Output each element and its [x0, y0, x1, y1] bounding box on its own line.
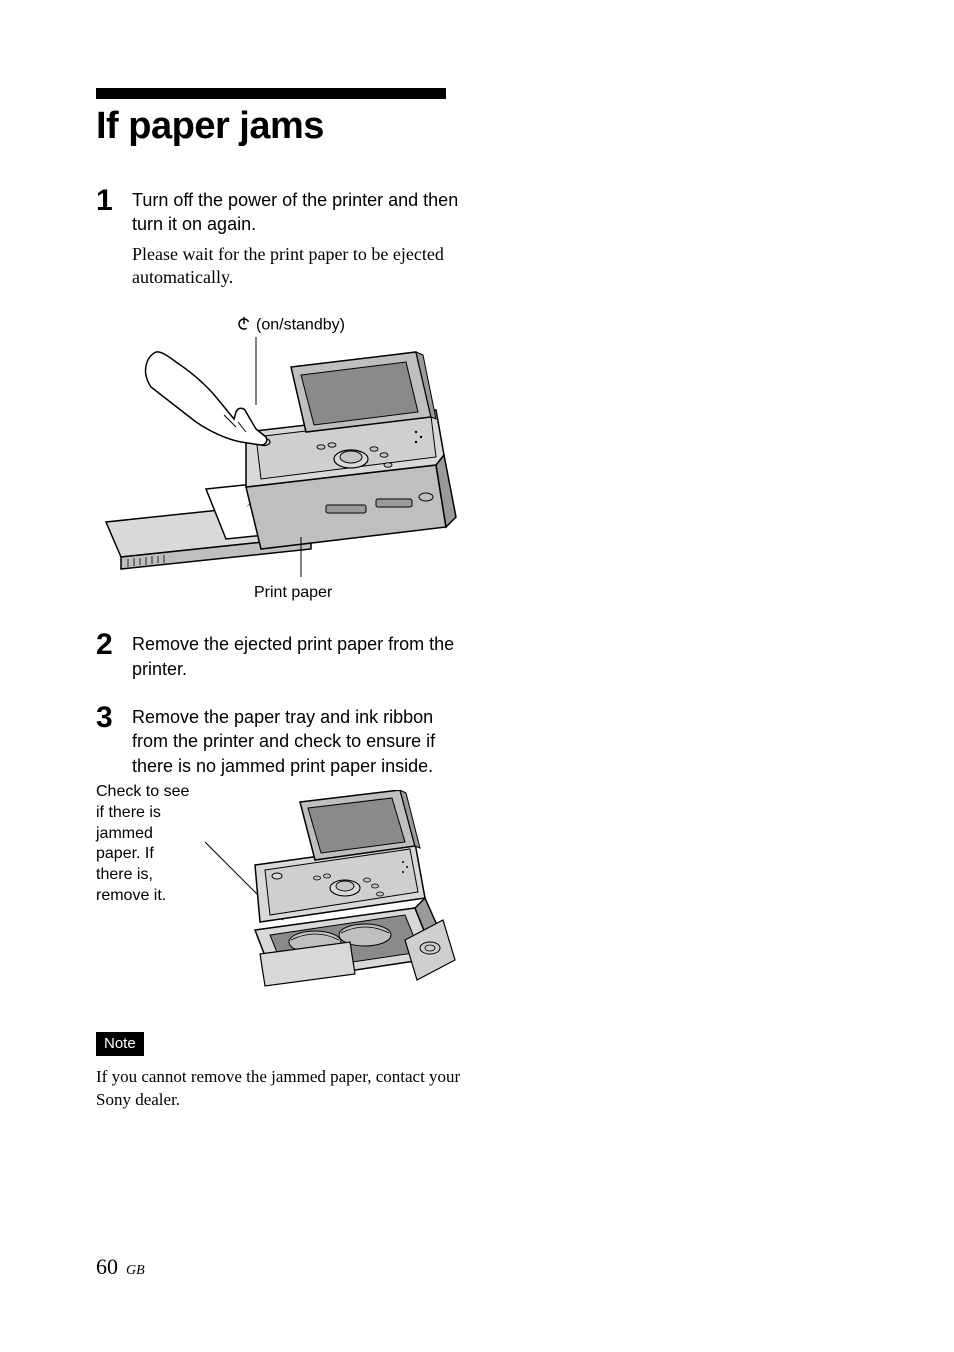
figure-1: (on/standby): [96, 307, 466, 602]
step-main-text: Remove the ejected print paper from the …: [132, 632, 466, 681]
page-title: If paper jams: [96, 105, 858, 148]
step-2: 2 Remove the ejected print paper from th…: [96, 632, 466, 687]
step-number: 2: [96, 630, 132, 687]
power-icon: [236, 315, 252, 336]
fig2-sidenote: Check to see if there is jammed paper. I…: [96, 782, 192, 907]
fig1-caption-top: (on/standby): [236, 315, 345, 336]
step-3: 3 Remove the paper tray and ink ribbon f…: [96, 705, 466, 784]
note-label: Note: [96, 1032, 144, 1056]
title-rule: [96, 88, 446, 99]
note-text: If you cannot remove the jammed paper, c…: [96, 1066, 466, 1112]
step-body: Turn off the power of the printer and th…: [132, 188, 466, 289]
step-body: Remove the ejected print paper from the …: [132, 632, 466, 687]
step-1: 1 Turn off the power of the printer and …: [96, 188, 466, 289]
step-number: 3: [96, 703, 132, 784]
page-number: 60: [96, 1254, 118, 1279]
page-region: GB: [126, 1263, 145, 1278]
step-main-text: Turn off the power of the printer and th…: [132, 188, 466, 237]
fig1-caption-bottom: Print paper: [254, 584, 332, 602]
printer-illustration-2: [205, 790, 465, 990]
page-footer: 60 GB: [96, 1254, 145, 1280]
step-sub-text: Please wait for the print paper to be ej…: [132, 243, 466, 290]
printer-illustration-1: [96, 337, 466, 577]
step-main-text: Remove the paper tray and ink ribbon fro…: [132, 705, 466, 778]
manual-page: If paper jams 1 Turn off the power of th…: [0, 0, 954, 1352]
fig1-top-text: (on/standby): [256, 317, 345, 334]
step-body: Remove the paper tray and ink ribbon fro…: [132, 705, 466, 784]
step-number: 1: [96, 186, 132, 289]
